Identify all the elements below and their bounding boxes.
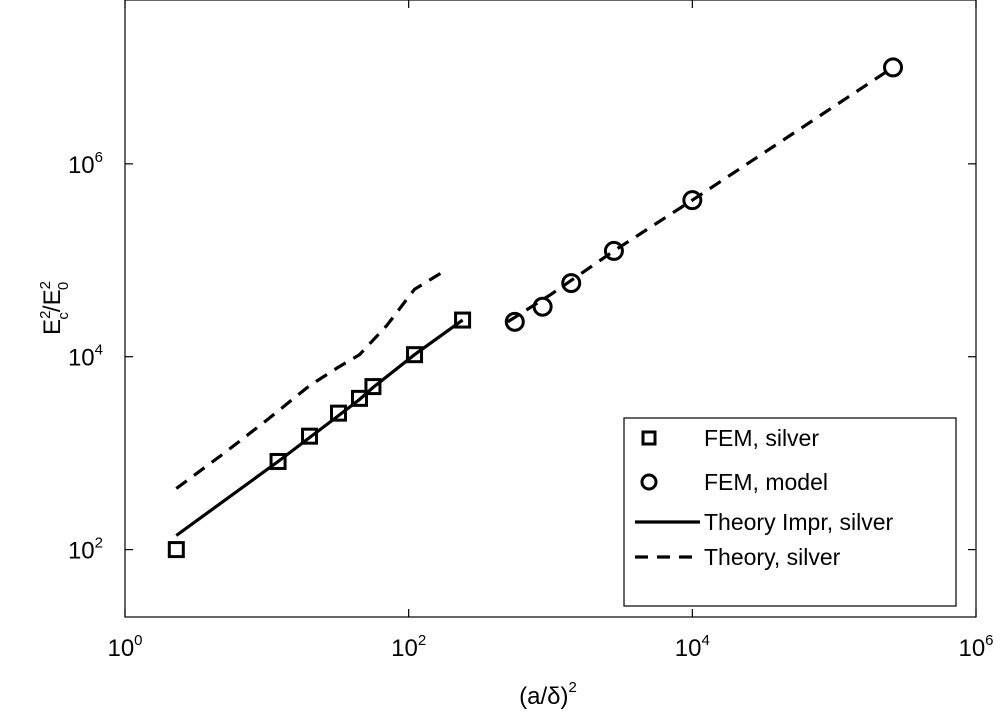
x-tick-label: 100 — [107, 632, 142, 662]
legend-entry: FEM, silver — [641, 425, 819, 451]
legend-label: Theory, silver — [704, 544, 841, 570]
legend-square-icon — [641, 430, 657, 446]
y-axis-ticks: 102 104 106 — [68, 149, 976, 565]
data-point-square — [167, 541, 185, 559]
legend-entry: FEM, model — [640, 469, 828, 495]
data-point-circle — [561, 273, 582, 294]
data-point-square — [454, 311, 472, 329]
svg-text:E2c/E20: E2c/E20 — [37, 281, 72, 335]
legend-entry: Theory Impr, silver — [635, 509, 893, 535]
x-tick-label: 102 — [391, 632, 426, 662]
data-point-circle — [682, 190, 703, 211]
series-circle-marker — [504, 57, 904, 332]
legend-circle-icon — [640, 473, 658, 491]
legend-entry: Theory, silver — [635, 544, 841, 570]
legend-label: FEM, model — [704, 469, 828, 495]
data-point-square — [364, 378, 382, 396]
legend-label: Theory Impr, silver — [704, 509, 893, 535]
data-point-square — [329, 404, 347, 422]
legend-box — [623, 417, 957, 607]
data-point-square — [269, 452, 287, 470]
x-axis-ticks: 100 102 104 106 — [107, 0, 994, 662]
series-line — [175, 269, 446, 490]
data-point-square — [301, 427, 319, 445]
legend-label: FEM, silver — [704, 425, 819, 451]
data-point-circle — [603, 240, 624, 261]
data-point-square — [350, 389, 368, 407]
legend: FEM, silver FEM, model Theory Impr, silver… — [623, 417, 957, 607]
data-point-circle — [883, 57, 904, 78]
data-point-circle — [504, 311, 525, 332]
y-tick-label: 104 — [68, 342, 103, 372]
series-layer — [167, 57, 904, 559]
x-tick-label: 106 — [958, 632, 993, 662]
data-point-square — [406, 346, 424, 364]
data-point-circle — [532, 296, 553, 317]
x-tick-label: 104 — [675, 632, 710, 662]
series-square-marker — [167, 311, 472, 559]
x-axis-label: (a/δ)2 — [519, 679, 577, 710]
y-tick-label: 106 — [68, 149, 103, 179]
y-tick-label: 102 — [68, 535, 103, 565]
y-axis-label: E2c/E20 — [37, 281, 72, 335]
